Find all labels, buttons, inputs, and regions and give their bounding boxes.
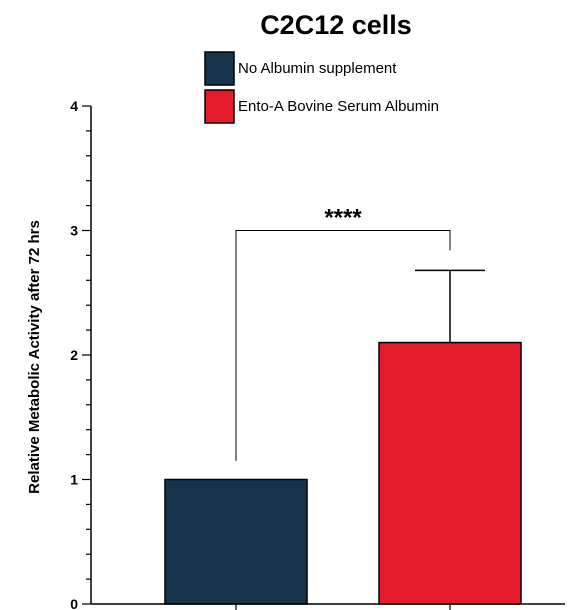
y-tick-label: 2 <box>70 347 78 363</box>
chart-title: C2C12 cells <box>260 10 412 40</box>
y-axis-label: Relative Metabolic Activity after 72 hrs <box>26 220 43 494</box>
y-tick-label: 1 <box>70 472 78 488</box>
legend-swatch-no-albumin <box>204 51 235 86</box>
significance-bracket: **** <box>235 205 451 461</box>
legend-label-no-albumin: No Albumin supplement <box>238 60 397 77</box>
legend-swatch-bovine-serum-albumin <box>204 89 235 124</box>
bars <box>164 341 522 605</box>
y-tick-label: 0 <box>70 596 78 610</box>
significance-line <box>235 230 451 461</box>
y-tick-label: 4 <box>70 98 78 114</box>
error-bars <box>415 269 485 343</box>
bar-0 <box>164 478 308 605</box>
legend-label-bovine-serum-albumin: Ento-A Bovine Serum Albumin <box>238 98 439 115</box>
y-axis: 0 1 2 3 4 <box>70 98 92 610</box>
bar-1 <box>378 341 522 605</box>
significance-label: **** <box>324 205 362 232</box>
legend: No Albumin supplement Ento-A Bovine Seru… <box>204 51 439 124</box>
x-axis <box>91 603 565 610</box>
y-tick-label: 3 <box>70 223 78 239</box>
